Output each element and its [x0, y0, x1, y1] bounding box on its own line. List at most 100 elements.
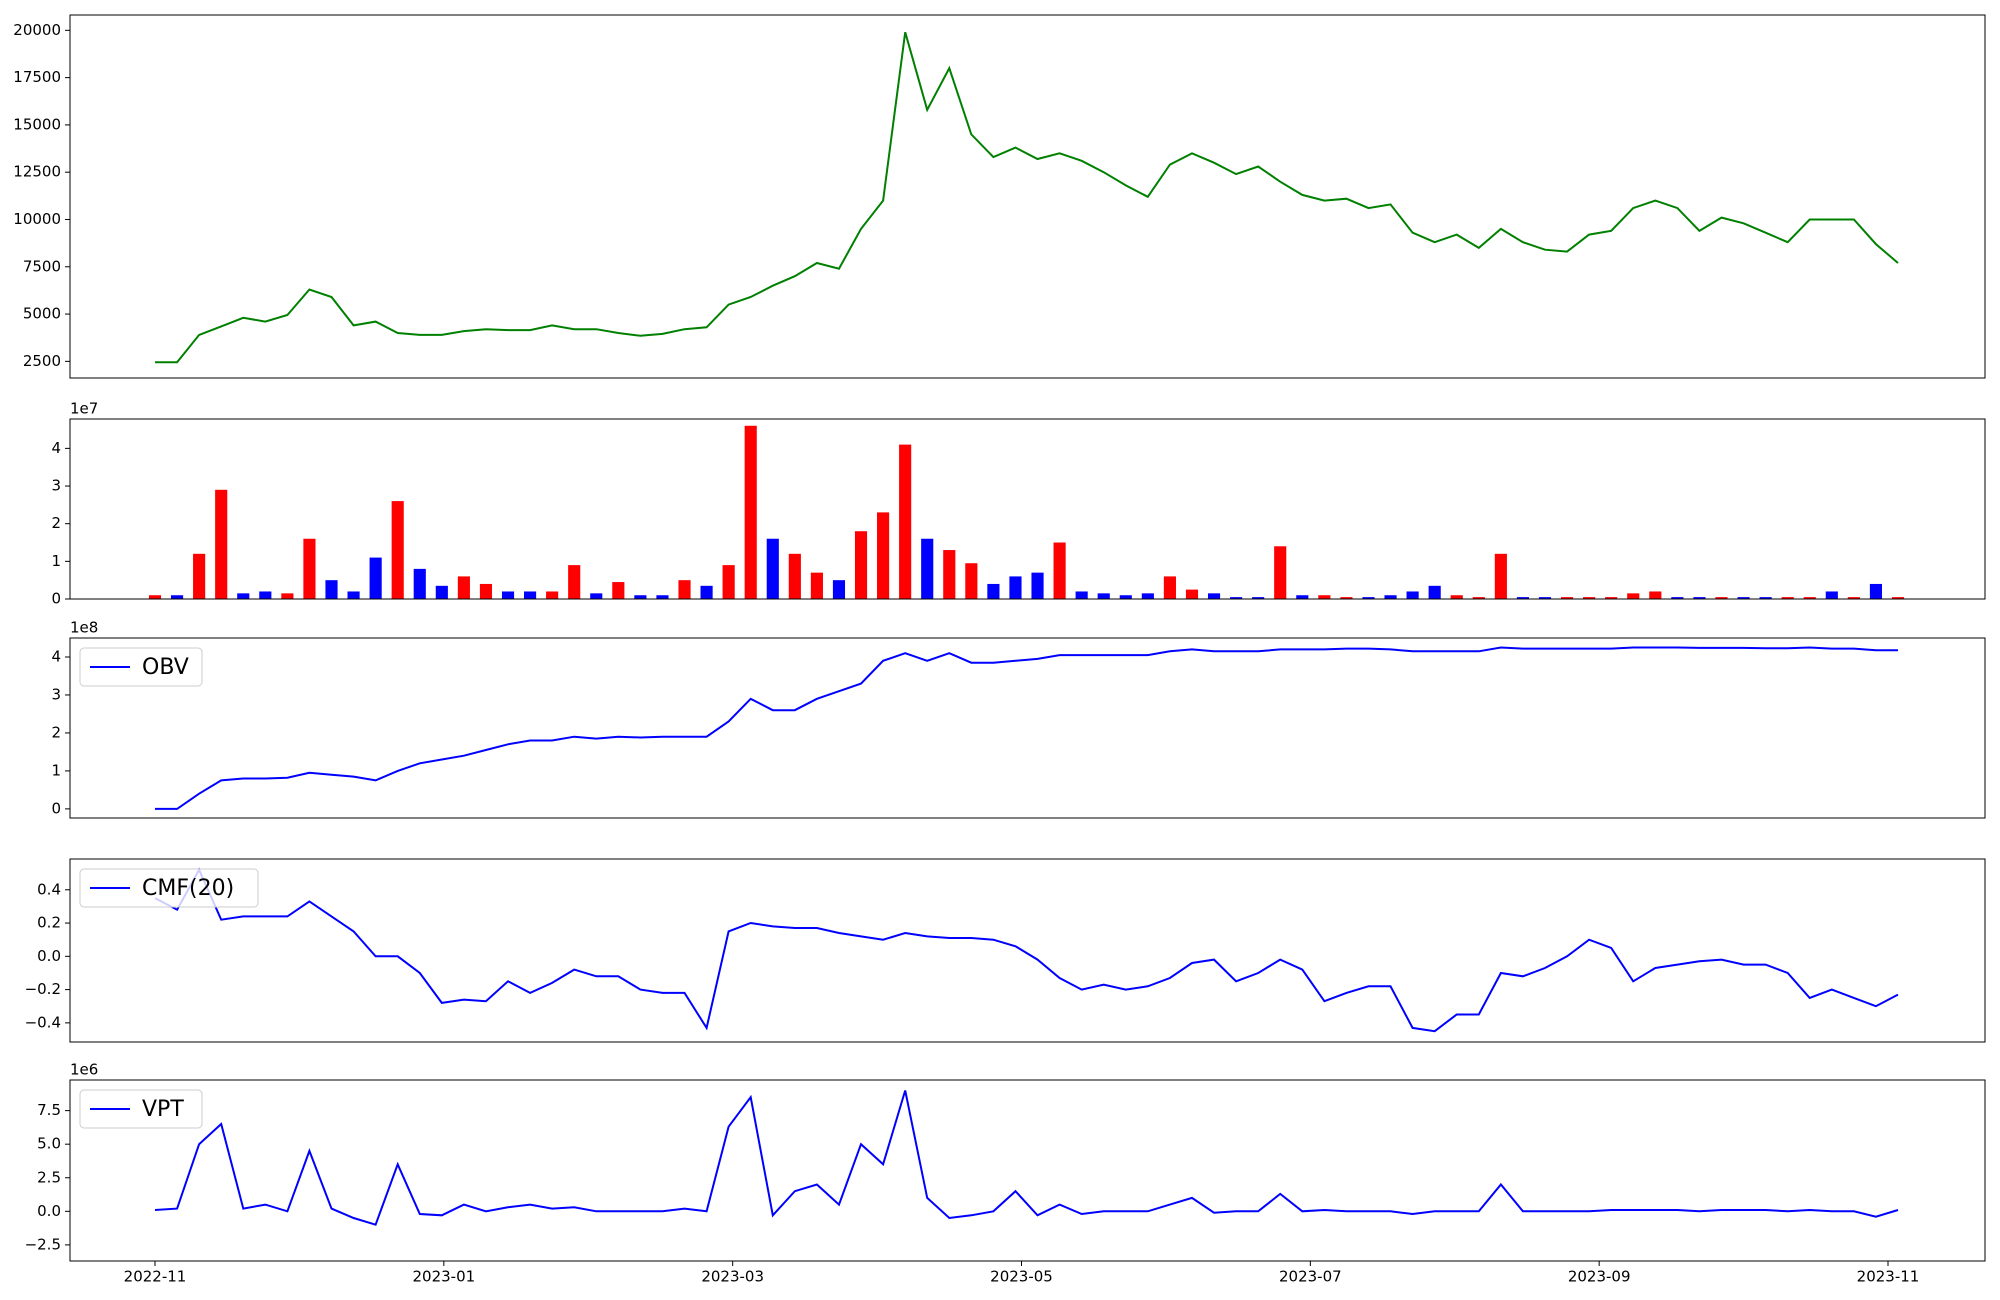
volume-bar	[1516, 597, 1529, 599]
volume-bar	[568, 565, 581, 599]
volume-bar	[259, 591, 272, 599]
legend-box	[79, 647, 203, 687]
volume-bar	[987, 583, 1000, 599]
volume-bar	[1869, 583, 1883, 599]
y-tick-label: 4	[51, 647, 61, 665]
y-tick-label: 2500	[23, 352, 61, 370]
legend-box	[79, 868, 259, 908]
volume-bar	[1009, 576, 1022, 599]
volume-bar	[854, 531, 868, 599]
y-tick-label: 17500	[13, 68, 61, 86]
volume-bar	[656, 595, 669, 599]
volume-bar	[1693, 597, 1706, 599]
line	[154, 867, 1899, 1033]
volume-bar	[877, 512, 890, 599]
volume-bar	[193, 553, 206, 599]
volume-bar	[524, 591, 537, 599]
volume-bar	[1450, 595, 1463, 599]
volume-bar	[766, 538, 779, 599]
y-tick-label: 0.4	[37, 880, 61, 898]
x-tick-label: 2023-05	[990, 1268, 1053, 1286]
volume-bar	[1847, 597, 1860, 599]
y-tick-label: 7.5	[37, 1101, 61, 1119]
volume-bar	[634, 595, 647, 599]
volume-bar	[1538, 597, 1552, 599]
volume-bar	[1494, 553, 1507, 599]
y-tick-label: 0	[51, 799, 61, 817]
volume-bar	[832, 580, 846, 599]
volume-bar	[1428, 585, 1441, 599]
axes-frame	[69, 858, 1986, 1043]
volume-bar	[546, 591, 559, 599]
axes-frame	[69, 14, 1986, 379]
volume-bar	[369, 557, 382, 599]
volume-bar	[1141, 593, 1154, 599]
y-tick-label: 1	[51, 552, 61, 570]
y-tick-label: 1	[51, 761, 61, 779]
x-tick-label: 2023-09	[1568, 1268, 1631, 1286]
y-tick-label: 0	[51, 590, 61, 608]
volume-bar	[1097, 593, 1110, 599]
volume-bar	[1560, 597, 1574, 599]
x-tick-label: 2023-01	[412, 1268, 475, 1286]
offset-label: 1e7	[70, 400, 98, 418]
volume-bar	[148, 595, 162, 599]
y-tick-label: 7500	[23, 257, 61, 275]
volume-bar	[1384, 595, 1397, 599]
x-tick-label: 2022-11	[124, 1268, 187, 1286]
volume-bar	[1891, 597, 1905, 599]
volume-bar	[501, 591, 515, 599]
volume-bar	[170, 595, 184, 599]
volume-bar	[722, 565, 735, 599]
y-tick-label: 2	[51, 514, 61, 532]
volume-bar	[590, 593, 603, 599]
line	[154, 1090, 1899, 1226]
y-tick-label: 0.2	[37, 914, 61, 932]
volume-bar	[1781, 597, 1794, 599]
volume-bar	[281, 593, 294, 599]
y-tick-label: 0.0	[37, 947, 61, 965]
volume-bar	[435, 585, 448, 599]
volume-bar	[1583, 597, 1596, 599]
volume-bar	[1274, 546, 1287, 599]
volume-bar	[1031, 572, 1044, 599]
offset-label: 1e6	[70, 1061, 98, 1079]
volume-bar	[1605, 597, 1618, 599]
volume-bar	[965, 563, 978, 599]
volume-bar	[1296, 595, 1309, 599]
volume-bar	[788, 553, 801, 599]
legend-label: CMF(20)	[142, 876, 234, 901]
volume-bar	[1075, 591, 1088, 599]
volume-bar	[237, 593, 250, 599]
volume-bar	[1671, 597, 1684, 599]
volume-bar	[1340, 597, 1353, 599]
volume-bar	[1119, 595, 1132, 599]
x-tick-label: 2023-07	[1279, 1268, 1342, 1286]
volume-bar	[1362, 597, 1375, 599]
volume-bar	[700, 585, 713, 599]
y-tick-label: 20000	[13, 21, 61, 39]
volume-bar	[1207, 593, 1221, 599]
volume-bar	[1185, 589, 1199, 599]
volume-bar	[347, 591, 360, 599]
volume-bar	[943, 550, 956, 599]
volume-bar	[899, 444, 912, 599]
y-tick-label: 3	[51, 685, 61, 703]
legend-label: OBV	[142, 655, 189, 680]
line	[155, 31, 1899, 364]
volume-bar	[391, 501, 404, 599]
volume-bar	[1318, 595, 1331, 599]
y-tick-label: 0.0	[37, 1202, 61, 1220]
axes-frame	[69, 418, 1986, 600]
volume-bar	[1649, 591, 1662, 599]
y-tick-label: 4	[51, 439, 61, 457]
line	[155, 646, 1898, 810]
volume-bar	[215, 489, 228, 599]
legend-label: VPT	[142, 1097, 184, 1122]
y-tick-label: 15000	[13, 115, 61, 133]
y-tick-label: 2	[51, 723, 61, 741]
y-tick-label: 10000	[13, 210, 61, 228]
volume-bar	[810, 572, 823, 599]
volume-bar	[1803, 597, 1816, 599]
